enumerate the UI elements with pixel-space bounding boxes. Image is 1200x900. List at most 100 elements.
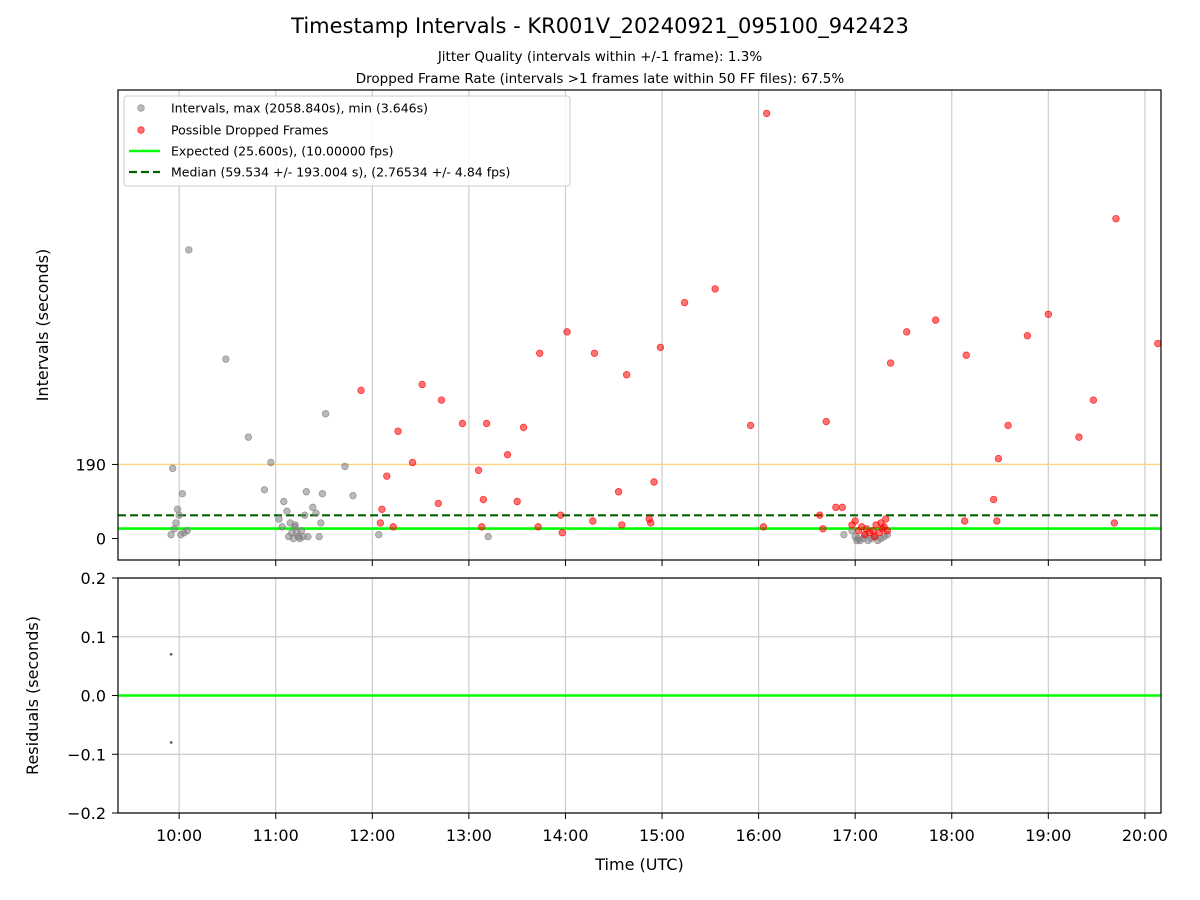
x-tick-label: 15:00 — [639, 826, 685, 845]
interval-point — [312, 509, 320, 517]
dropped-frame-point — [1075, 433, 1083, 441]
interval-point — [484, 532, 492, 541]
dropped-frame-point — [746, 421, 755, 430]
interval-point — [244, 433, 253, 441]
dropped-frame-point — [534, 523, 542, 531]
interval-point — [260, 486, 269, 494]
dropped-frame-point — [647, 519, 655, 527]
dropped-frame-point — [503, 450, 512, 459]
x-tick-label: 12:00 — [349, 826, 395, 845]
x-tick-label: 11:00 — [253, 826, 299, 845]
interval-point — [840, 530, 848, 539]
x-tick-label: 19:00 — [1025, 826, 1071, 845]
x-tick-label: 16:00 — [736, 826, 782, 845]
dropped-frame-point — [870, 532, 879, 541]
interval-point — [302, 488, 311, 496]
legend-label: Median (59.534 +/- 193.004 s), (2.76534 … — [171, 165, 510, 180]
dropped-frame-point — [838, 503, 847, 512]
interval-point — [309, 503, 317, 512]
dropped-frame-point — [650, 478, 658, 486]
interval-point — [175, 511, 183, 519]
figure-title: Timestamp Intervals - KR001V_20240921_09… — [291, 14, 909, 38]
dropped-frame-point — [590, 349, 599, 357]
y-tick-label: 0 — [96, 530, 106, 549]
interval-point — [317, 519, 325, 527]
dropped-frame-subtitle: Dropped Frame Rate (intervals >1 frames … — [355, 71, 845, 87]
interval-point — [304, 532, 312, 541]
dropped-frame-point — [479, 495, 488, 504]
dropped-frame-point — [1154, 339, 1162, 348]
legend: Intervals, max (2058.840s), min (3.646s)… — [123, 95, 571, 187]
dropped-frame-point — [759, 523, 768, 531]
interval-point — [291, 521, 299, 529]
interval-point — [185, 246, 193, 254]
dropped-frame-point — [474, 466, 483, 474]
legend-label: Possible Dropped Frames — [171, 123, 328, 138]
interval-point — [278, 523, 286, 531]
x-tick-label: 18:00 — [929, 826, 975, 845]
dropped-frame-point — [816, 511, 824, 519]
y-tick-label: 0.2 — [81, 569, 106, 588]
legend-marker — [137, 104, 145, 112]
x-tick-label: 13:00 — [446, 826, 492, 845]
x-axis-label: Time (UTC) — [594, 855, 683, 874]
dropped-frame-point — [656, 343, 665, 352]
interval-point — [321, 410, 330, 418]
interval-point — [267, 458, 275, 467]
dropped-frame-point — [513, 497, 521, 506]
dropped-frame-point — [1004, 421, 1012, 430]
dropped-frame-point — [378, 505, 386, 513]
dropped-frame-point — [822, 417, 830, 426]
legend-label: Expected (25.600s), (10.00000 fps) — [171, 144, 393, 159]
dropped-frame-point — [960, 517, 969, 525]
interval-point — [169, 464, 177, 473]
legend-label: Intervals, max (2058.840s), min (3.646s) — [171, 101, 428, 116]
dropped-frame-point — [614, 488, 623, 496]
x-tick-label: 14:00 — [542, 826, 588, 845]
dropped-frame-point — [408, 458, 417, 467]
y-tick-label: 0.0 — [81, 687, 106, 706]
dropped-frame-point — [434, 499, 443, 508]
dropped-frame-point — [357, 386, 365, 395]
dropped-frame-point — [622, 371, 631, 379]
interval-point — [375, 530, 383, 539]
dropped-frame-point — [536, 349, 544, 357]
dropped-frame-point — [418, 380, 426, 389]
dropped-frame-point — [819, 525, 827, 533]
dropped-frame-point — [711, 285, 719, 293]
x-tick-label: 10:00 — [156, 826, 202, 845]
dropped-frame-point — [882, 515, 890, 523]
intervals-points — [167, 109, 1162, 545]
interval-point — [275, 515, 283, 523]
dropped-frame-point — [383, 472, 391, 480]
dropped-frame-point — [931, 316, 940, 324]
dropped-frame-point — [883, 527, 892, 535]
dropped-frame-point — [556, 511, 565, 519]
dropped-frame-point — [437, 396, 446, 404]
dropped-frame-point — [1110, 519, 1119, 527]
dropped-frame-point — [458, 419, 467, 428]
dropped-frame-point — [389, 523, 397, 531]
intervals-panel: 0 190 Intervals (seconds) Intervals, max … — [33, 89, 1162, 566]
dropped-frame-point — [962, 351, 970, 359]
dropped-frame-point — [902, 328, 911, 336]
y-tick-label: −0.1 — [67, 745, 106, 764]
y-tick-label: −0.2 — [67, 804, 106, 823]
interval-point — [178, 489, 187, 498]
intervals-y-ticks: 0 190 — [75, 455, 118, 549]
interval-point — [341, 462, 349, 471]
dropped-frame-point — [1089, 396, 1098, 404]
dropped-frame-point — [394, 427, 402, 435]
dropped-frame-point — [851, 517, 859, 525]
interval-point — [318, 489, 327, 498]
interval-point — [183, 527, 191, 535]
dropped-frame-point — [558, 528, 566, 537]
dropped-frame-point — [994, 454, 1003, 463]
residuals-points — [169, 652, 173, 744]
interval-point — [349, 491, 357, 500]
dropped-frame-point — [519, 423, 528, 432]
residuals-x-ticks: 10:00 11:00 12:00 13:00 14:00 15:00 16:00 17:00… — [156, 813, 1168, 845]
interval-point — [167, 530, 175, 539]
x-tick-label: 20:00 — [1122, 826, 1168, 845]
residuals-y-axis-label: Residuals (seconds) — [23, 616, 42, 775]
